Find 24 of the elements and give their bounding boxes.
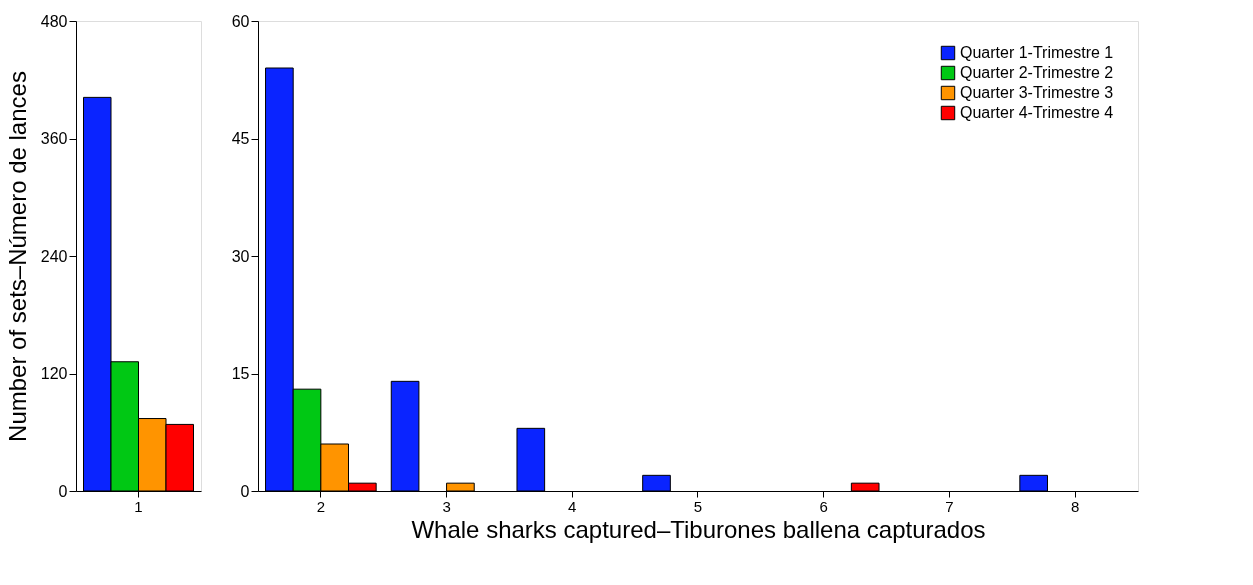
x-axis-title: Whale sharks captured–Tiburones ballena capturados bbox=[411, 515, 986, 543]
x-tick-label: 5 bbox=[693, 497, 703, 515]
x-tick-label: 7 bbox=[945, 497, 954, 515]
y-tick-label: 120 bbox=[40, 365, 68, 382]
x-tick-label: 6 bbox=[819, 497, 828, 515]
x-tick-label: 4 bbox=[568, 497, 577, 515]
legend-label: Quarter 4-Trimestre 4 bbox=[960, 104, 1114, 121]
y-tick-label: 0 bbox=[240, 482, 250, 500]
y-tick-label: 240 bbox=[40, 247, 68, 265]
y-tick-label: 30 bbox=[231, 247, 250, 265]
legend-label: Quarter 2-Trimestre 2 bbox=[960, 64, 1114, 81]
x-tick-label: 1 bbox=[134, 497, 143, 515]
y-axis-title: Number of sets–Número de lances bbox=[3, 71, 31, 442]
y-tick-label: 0 bbox=[58, 482, 68, 500]
y-tick-label: 45 bbox=[231, 130, 250, 147]
y-tick-label: 60 bbox=[231, 12, 250, 30]
legend-label: Quarter 3-Trimestre 3 bbox=[960, 84, 1114, 101]
x-tick-label: 3 bbox=[442, 497, 451, 515]
y-tick-label: 360 bbox=[40, 130, 68, 147]
y-tick-label: 480 bbox=[40, 12, 68, 30]
x-tick-label: 2 bbox=[316, 497, 326, 515]
legend-label: Quarter 1-Trimestre 1 bbox=[960, 44, 1114, 61]
x-tick-label: 8 bbox=[1070, 497, 1080, 515]
y-tick-label: 15 bbox=[231, 365, 250, 382]
